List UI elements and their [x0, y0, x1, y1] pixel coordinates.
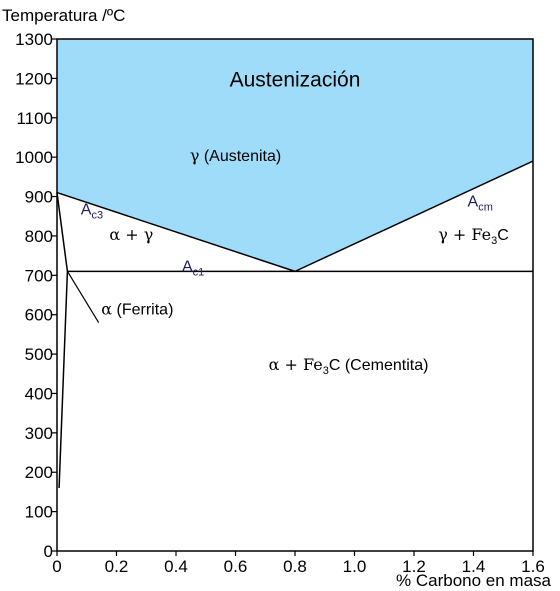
region-label-gamma-fe3c: γ + Fe3C	[438, 225, 509, 247]
y-tick-label: 1300	[15, 30, 53, 49]
a3-line	[56, 191, 296, 273]
boundary-label-ac1: Ac1	[182, 258, 204, 278]
acm-line	[294, 160, 534, 273]
x-tick-label: 0.2	[105, 557, 129, 576]
x-axis-label: % Carbono en masa	[396, 571, 552, 590]
y-tick-label: 200	[25, 463, 53, 482]
region-label-alpha-gamma: α + γ	[109, 225, 153, 244]
y-tick-label: 900	[25, 188, 53, 207]
y-tick-label: 700	[25, 266, 53, 285]
region-label-ferrita: α (Ferrita)	[101, 300, 173, 319]
y-tick-label: 800	[25, 227, 53, 246]
ferrita-pointer-line	[66, 271, 100, 323]
boundary-label-acm: Acm	[468, 193, 493, 213]
y-tick-label: 100	[25, 503, 53, 522]
axis-ticks: 0 0.2 0.4 0.6 0.8 1.0 1.2 1.4 1.6 0 100 200 300 400 50…	[15, 30, 545, 576]
x-tick-label: 1.2	[402, 557, 426, 576]
austenite-region	[57, 39, 533, 272]
alpha-solubility-line	[58, 271, 69, 489]
x-tick-label: 0.8	[283, 557, 307, 576]
region-label-alpha-fe3c: α + Fe3C (Cementita)	[269, 355, 429, 377]
chart-labels: Austenización γ (Austenita) α + γ γ + Fe3C α…	[81, 68, 509, 377]
region-label-austenizacion: Austenización	[230, 68, 361, 91]
x-tick-label: 1.6	[521, 557, 545, 576]
phase-region-fills	[57, 39, 533, 272]
y-tick-label: 300	[25, 424, 53, 443]
alpha-solvus-line	[56, 192, 69, 272]
x-tick-label: 0.4	[164, 557, 188, 576]
y-tick-label: 1000	[15, 148, 53, 167]
phase-boundary-lines	[56, 160, 534, 489]
boundary-label-ac3: Ac3	[81, 201, 103, 221]
y-tick-label: 1100	[16, 109, 53, 128]
y-axis-label: Temperatura /ºC	[2, 6, 125, 25]
y-tick-label: 1200	[15, 69, 53, 88]
y-tick-label: 600	[25, 306, 53, 325]
y-tick-label: 0	[44, 542, 53, 561]
x-tick-label: 0.6	[224, 557, 248, 576]
x-tick-label: 0	[52, 557, 61, 576]
y-tick-label: 500	[25, 345, 53, 364]
region-label-austenita: γ (Austenita)	[190, 146, 281, 165]
x-tick-label: 1.4	[462, 557, 486, 576]
y-tick-label: 400	[25, 384, 53, 403]
x-tick-label: 1.0	[343, 557, 367, 576]
